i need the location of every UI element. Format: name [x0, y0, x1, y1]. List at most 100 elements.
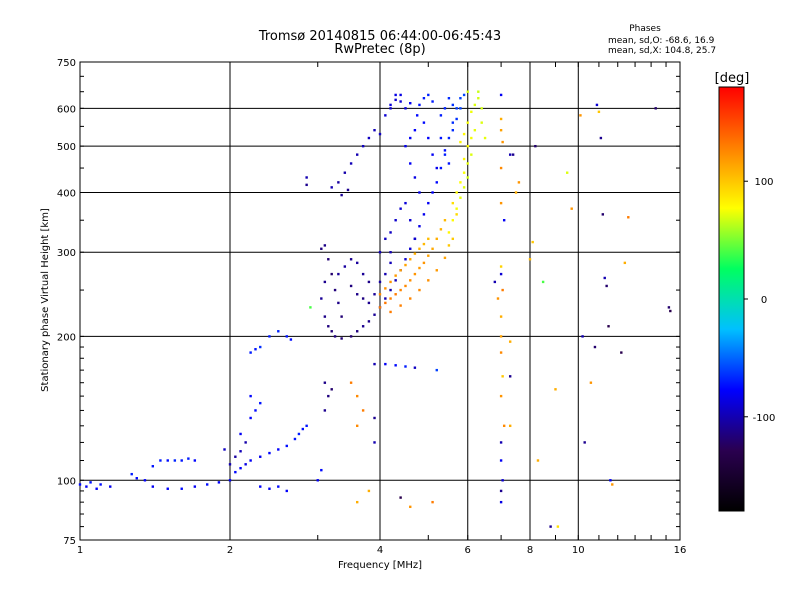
- echo-point: [130, 472, 133, 476]
- x-tick-label: 2: [227, 545, 233, 556]
- echo-point: [480, 107, 483, 110]
- echo-point: [404, 201, 407, 205]
- echo-point: [394, 279, 397, 282]
- echo-point: [451, 237, 455, 241]
- echo-point: [305, 183, 308, 187]
- echo-point: [431, 100, 434, 103]
- echo-point: [455, 117, 458, 121]
- echo-point: [511, 153, 515, 156]
- echo-point: [620, 351, 623, 354]
- echo-point: [355, 394, 359, 398]
- echo-point: [499, 500, 503, 504]
- echo-point: [431, 153, 434, 156]
- echo-point: [443, 149, 447, 152]
- x-tick-label: 10: [572, 545, 585, 556]
- echo-point: [340, 315, 343, 318]
- echo-point: [528, 258, 532, 261]
- echo-point: [654, 107, 657, 110]
- echo-point: [378, 251, 382, 254]
- echo-point: [508, 340, 512, 343]
- echo-point: [409, 247, 412, 250]
- echo-point: [477, 96, 480, 100]
- y-tick-label: 75: [63, 536, 76, 547]
- plot-area: 1 2 4 6 8 10 16 75 100 200 300 400 500 600 750: [57, 58, 686, 556]
- echo-point: [330, 272, 333, 276]
- echo-point: [459, 196, 462, 199]
- echo-point: [413, 176, 417, 179]
- echo-point: [462, 171, 466, 174]
- echo-point: [422, 261, 426, 265]
- echo-point: [173, 459, 177, 462]
- echo-point: [431, 500, 434, 504]
- echo-point: [534, 144, 537, 148]
- echo-point: [459, 140, 462, 144]
- echo-point: [451, 121, 455, 124]
- echo-point: [422, 242, 426, 246]
- echo-point: [78, 483, 82, 486]
- echo-point: [244, 441, 247, 444]
- stats-line-x: mean, sd,X: 104.8, 25.7: [608, 46, 716, 56]
- echo-point: [439, 228, 443, 231]
- echo-point: [623, 261, 627, 265]
- x-tick-label: 8: [527, 545, 533, 556]
- echo-point: [493, 280, 497, 284]
- echo-point: [601, 213, 605, 216]
- y-tick-label: 300: [57, 248, 76, 259]
- echo-point: [384, 297, 387, 300]
- echo-point: [389, 231, 392, 234]
- y-tick-label: 600: [57, 104, 76, 115]
- echo-point: [309, 306, 312, 309]
- echo-point: [508, 375, 512, 378]
- echo-point: [593, 345, 597, 349]
- echo-point: [477, 90, 480, 93]
- echo-point: [409, 279, 412, 282]
- echo-point: [323, 315, 327, 318]
- echo-point: [166, 459, 169, 462]
- echo-point: [435, 269, 438, 272]
- echo-point: [239, 466, 242, 470]
- echo-point: [159, 459, 162, 462]
- echo-point: [384, 287, 387, 290]
- echo-point: [483, 136, 487, 140]
- echo-point: [462, 157, 466, 161]
- echo-point: [249, 351, 252, 354]
- echo-point: [499, 315, 503, 318]
- echo-point: [413, 272, 417, 276]
- echo-point: [431, 191, 434, 194]
- echo-point: [443, 219, 447, 222]
- echo-point: [355, 261, 359, 265]
- echo-point: [305, 424, 308, 428]
- y-tick-label: 500: [57, 142, 76, 153]
- echo-point: [499, 351, 503, 354]
- echo-point: [499, 166, 503, 170]
- echo-point: [268, 487, 271, 490]
- echo-point: [389, 251, 392, 254]
- echo-point: [418, 225, 421, 228]
- echo-point: [413, 366, 417, 369]
- echo-point: [607, 325, 610, 328]
- echo-point: [378, 132, 382, 136]
- echo-point: [399, 207, 402, 210]
- echo-point: [217, 481, 221, 484]
- echo-point: [418, 247, 421, 250]
- echo-point: [451, 128, 455, 132]
- echo-point: [611, 483, 614, 486]
- echo-point: [367, 489, 371, 493]
- echo-point: [180, 487, 183, 490]
- echo-point: [85, 485, 88, 488]
- echo-point: [399, 100, 402, 103]
- echo-point: [389, 103, 392, 107]
- echo-point: [378, 293, 382, 296]
- echo-point: [373, 128, 376, 132]
- echo-point: [367, 320, 371, 323]
- echo-point: [373, 416, 376, 420]
- echo-point: [394, 98, 397, 102]
- echo-point: [499, 265, 503, 268]
- echo-point: [508, 424, 512, 428]
- echo-point: [455, 213, 458, 216]
- echo-point: [384, 362, 387, 366]
- echo-point: [249, 394, 252, 398]
- echo-point: [327, 258, 330, 261]
- echo-point: [499, 459, 503, 462]
- echo-point: [605, 284, 608, 288]
